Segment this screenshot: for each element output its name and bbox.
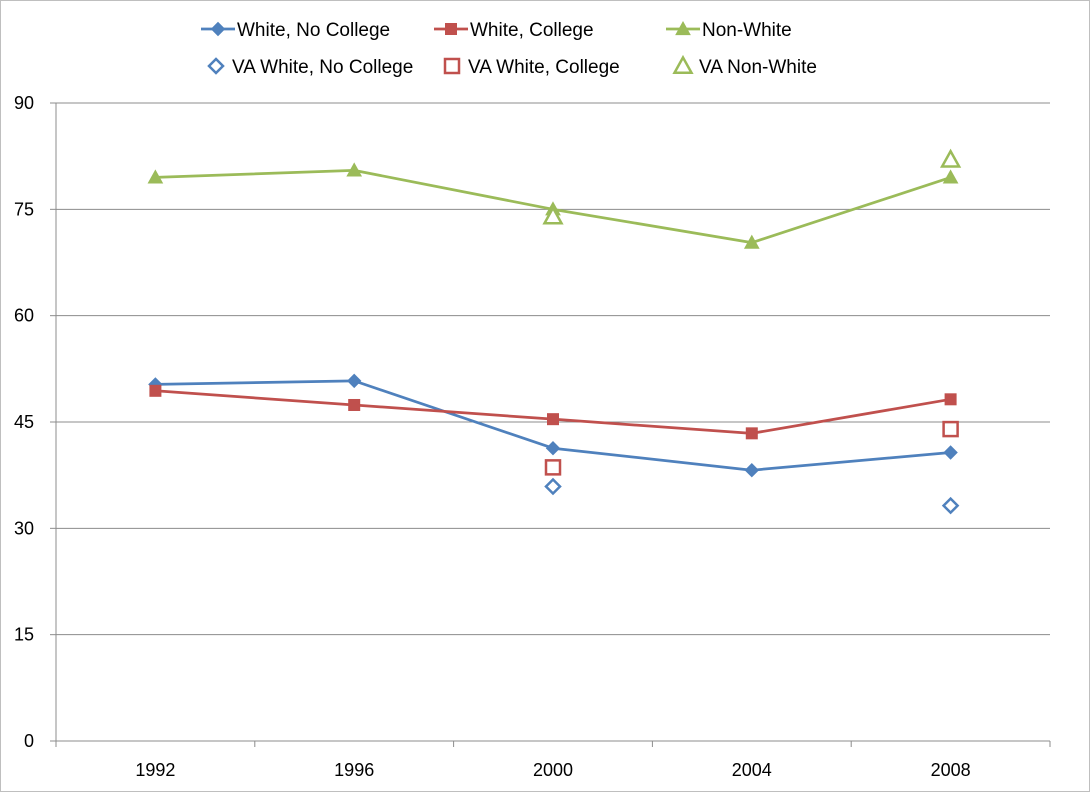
legend-marker — [443, 57, 461, 75]
grid-lines — [56, 102, 1050, 636]
data-point — [744, 462, 760, 478]
legend-label: VA Non-White — [699, 57, 817, 78]
data-point — [943, 445, 958, 460]
data-point — [942, 169, 959, 184]
legend-marker — [210, 21, 226, 37]
y-tick-label: 90 — [14, 93, 34, 113]
data-points — [147, 148, 962, 515]
y-tick-label: 60 — [14, 306, 34, 326]
data-point — [544, 459, 562, 476]
x-tick-label: 2000 — [533, 760, 573, 780]
data-point — [944, 393, 957, 406]
x-tick-label: 1996 — [334, 760, 374, 780]
y-tick-label: 15 — [14, 625, 34, 645]
data-point — [346, 162, 363, 177]
data-point — [545, 441, 561, 456]
legend-label: White, No College — [237, 20, 390, 41]
y-tick-label: 75 — [14, 199, 34, 219]
x-tick-label: 2008 — [931, 760, 971, 780]
legend-label: White, College — [470, 20, 594, 41]
series-line — [155, 379, 951, 472]
data-point — [941, 496, 960, 515]
legend: White, No College White, College Non-White… — [201, 20, 817, 78]
axes: 0 15 30 45 60 75 90 1992 1996 2000 2004 2008 — [14, 93, 1051, 780]
data-point — [346, 373, 362, 389]
legend-marker — [672, 54, 694, 75]
data-point — [147, 169, 164, 184]
y-tick-label: 30 — [14, 518, 34, 538]
data-point — [743, 234, 760, 249]
legend-label: VA White, No College — [232, 57, 413, 78]
data-point — [942, 420, 959, 438]
data-point — [745, 427, 758, 440]
data-point — [939, 148, 962, 168]
x-tick-label: 2004 — [732, 760, 772, 780]
data-point — [547, 413, 559, 426]
legend-label: VA White, College — [468, 57, 620, 78]
legend-marker — [675, 20, 691, 36]
y-tick-label: 45 — [14, 412, 34, 432]
data-point — [544, 477, 562, 496]
y-tick-label: 0 — [24, 731, 34, 751]
series-line — [155, 389, 951, 435]
data-point — [542, 205, 564, 225]
data-point — [348, 398, 361, 411]
legend-label: Non-White — [702, 20, 792, 41]
x-tick-label: 1992 — [135, 760, 175, 780]
legend-marker — [207, 57, 225, 75]
legend-marker — [445, 23, 457, 35]
data-point — [149, 384, 162, 397]
